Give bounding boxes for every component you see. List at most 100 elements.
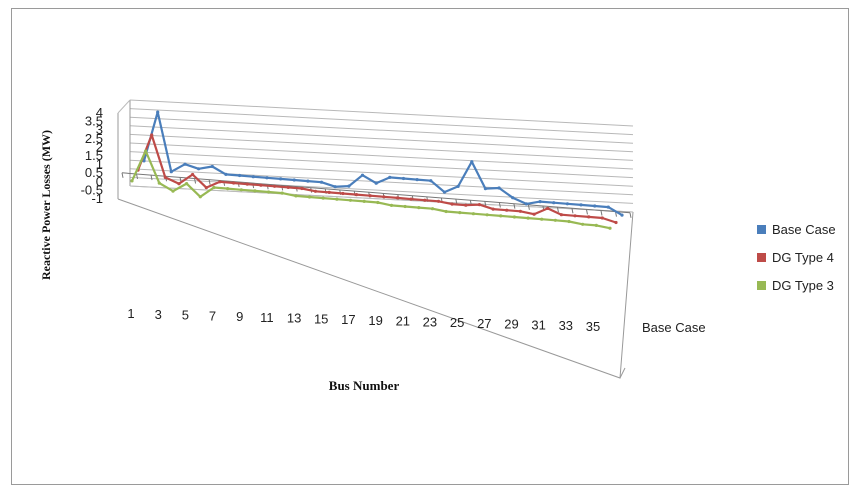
data-point <box>497 186 501 190</box>
data-point <box>130 179 134 183</box>
data-point <box>286 185 290 189</box>
data-point <box>171 189 175 193</box>
data-point <box>259 183 263 187</box>
data-point <box>587 215 591 219</box>
data-point <box>512 215 517 219</box>
data-point <box>415 178 419 182</box>
data-point <box>456 184 460 188</box>
gridline <box>129 133 634 161</box>
data-point <box>251 175 255 179</box>
data-point <box>307 195 312 199</box>
legend: Base Case DG Type 4 DG Type 3 <box>757 215 836 299</box>
data-point <box>163 175 167 179</box>
series-line <box>130 149 611 230</box>
y-tick-label: 2.5 <box>85 131 103 146</box>
series-dg-type-4 <box>136 133 618 225</box>
data-point <box>540 217 544 221</box>
y-tick-label: 3 <box>96 122 103 137</box>
data-point <box>524 202 529 206</box>
data-point <box>232 181 236 185</box>
data-point <box>567 219 571 224</box>
data-point <box>341 191 345 196</box>
data-point <box>614 220 618 225</box>
x-tick-label: 7 <box>209 308 216 323</box>
data-point <box>573 214 577 218</box>
data-point <box>620 213 624 217</box>
data-point <box>403 204 407 209</box>
series-layer <box>130 110 624 230</box>
data-point <box>485 213 489 217</box>
x-tick-label: 15 <box>314 311 328 326</box>
x-tick-label: 9 <box>236 309 243 324</box>
data-point <box>464 203 468 207</box>
data-point <box>593 204 597 208</box>
legend-swatch-dg-type-4 <box>757 252 766 262</box>
x-tick-label: 27 <box>477 316 491 331</box>
y-tick-label: 4 <box>96 105 103 120</box>
data-point <box>224 172 228 176</box>
data-point <box>483 187 487 191</box>
data-point <box>401 176 406 181</box>
data-point <box>210 164 214 169</box>
data-point <box>226 187 230 191</box>
x-tick-label: 21 <box>396 314 410 329</box>
data-point <box>327 190 331 194</box>
data-point <box>594 223 598 227</box>
data-point <box>313 189 318 193</box>
legend-label-base-case: Base Case <box>772 221 836 237</box>
data-point <box>292 178 296 182</box>
data-point <box>552 201 556 205</box>
y-tick-label: 3.5 <box>85 114 103 129</box>
data-point <box>518 209 523 213</box>
data-point <box>156 110 160 114</box>
data-point <box>442 190 447 194</box>
data-point <box>532 212 536 216</box>
data-point <box>239 188 243 192</box>
x-tick-mark <box>150 174 153 181</box>
data-point <box>477 203 481 207</box>
gridline <box>129 151 634 179</box>
data-point <box>470 160 474 164</box>
y-tick-label: 0.5 <box>85 165 103 180</box>
data-point <box>238 173 242 178</box>
data-point <box>553 218 558 222</box>
data-point <box>218 180 222 184</box>
data-point <box>471 212 475 216</box>
x-tick-mark <box>527 204 530 210</box>
data-point <box>600 216 604 220</box>
data-point <box>265 176 269 180</box>
y-tick-label: 1.5 <box>85 148 103 163</box>
data-point <box>565 202 570 206</box>
data-point <box>183 162 187 166</box>
x-tick-label: 23 <box>423 314 437 329</box>
data-point <box>198 195 202 199</box>
x-tick-label: 3 <box>155 307 162 322</box>
data-point <box>169 170 173 174</box>
x-tick-mark <box>121 172 124 178</box>
x-axis-title: Bus Number <box>329 378 400 393</box>
x-tick-mark <box>498 202 501 208</box>
x-tick-label: 25 <box>450 315 464 330</box>
data-point <box>436 199 441 203</box>
data-point <box>280 191 284 195</box>
data-point <box>204 186 208 190</box>
data-point <box>142 159 146 163</box>
y-tick-label: 1 <box>96 157 103 172</box>
data-point <box>382 195 386 199</box>
data-point <box>511 196 515 200</box>
data-point <box>191 172 195 177</box>
x-tick-label: 5 <box>182 308 189 323</box>
data-point <box>430 207 435 211</box>
legend-label-dg-type-3: DG Type 3 <box>772 277 834 293</box>
x-tick-mark <box>571 208 574 214</box>
data-point <box>321 196 325 200</box>
data-point <box>306 179 310 183</box>
data-point <box>354 193 359 197</box>
data-point <box>279 177 283 181</box>
data-point <box>253 189 257 193</box>
data-point <box>150 133 154 137</box>
data-point <box>458 211 462 215</box>
legend-item-dg-type-4: DG Type 4 <box>757 243 836 271</box>
x-tick-label: 29 <box>504 317 518 332</box>
